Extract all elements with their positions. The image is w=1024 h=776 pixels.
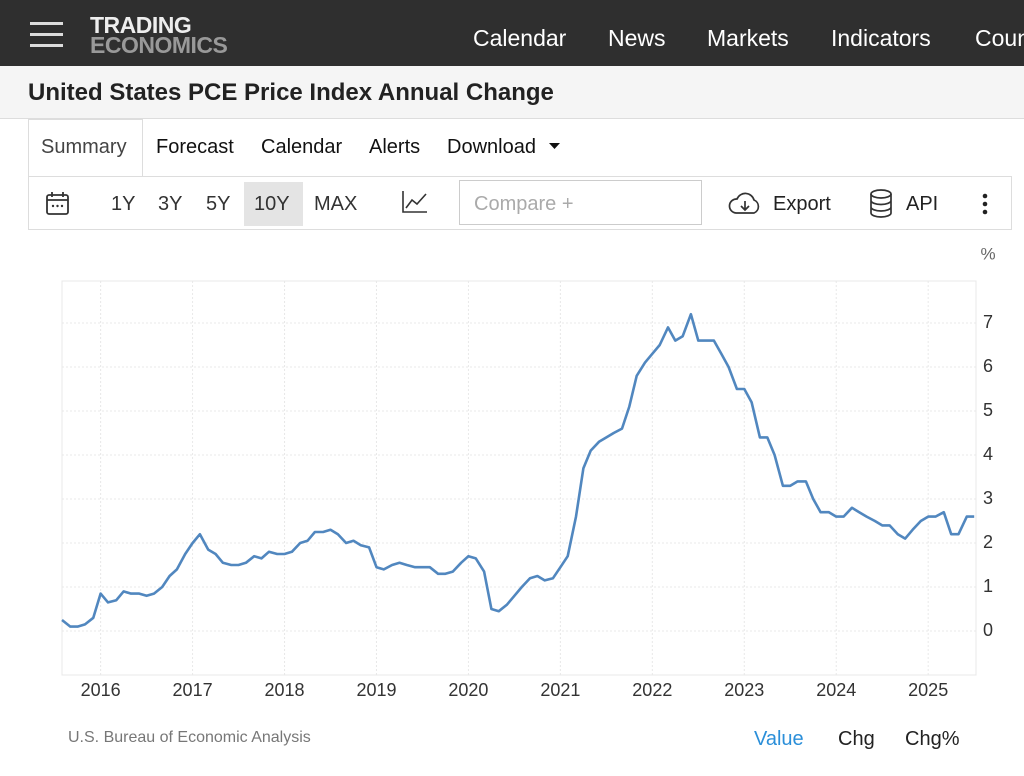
export-icon[interactable] <box>728 191 762 217</box>
range-button[interactable]: 1Y <box>111 193 136 215</box>
y-tick-label: 1 <box>983 576 993 596</box>
x-tick-label: 2017 <box>173 680 213 700</box>
range-button[interactable]: 3Y <box>158 193 183 215</box>
x-tick-label: 2019 <box>356 680 396 700</box>
tab[interactable]: Summary <box>41 136 127 158</box>
compare-placeholder: Compare + <box>474 193 574 215</box>
y-tick-label: 3 <box>983 488 993 508</box>
y-unit: % <box>980 244 995 263</box>
y-tick-label: 0 <box>983 620 993 640</box>
tab[interactable]: Alerts <box>369 136 421 158</box>
view-option[interactable]: Value <box>754 728 804 750</box>
api-button[interactable]: API <box>906 193 939 215</box>
x-tick-label: 2023 <box>724 680 764 700</box>
plot-frame <box>61 280 977 676</box>
title-bar: United States PCE Price Index Annual Cha… <box>0 66 1024 119</box>
toolbar <box>28 176 1012 230</box>
tab[interactable]: Calendar <box>261 136 343 158</box>
view-option[interactable]: Chg% <box>905 728 960 750</box>
x-tick-label: 2020 <box>448 680 488 700</box>
y-tick-label: 7 <box>983 312 993 332</box>
api-icon[interactable] <box>870 189 894 219</box>
y-tick-label: 4 <box>983 444 993 464</box>
logo-bottom[interactable]: ECONOMICS <box>90 32 228 58</box>
x-tick-label: 2025 <box>908 680 948 700</box>
nav-link[interactable]: Calendar <box>473 25 567 51</box>
range-highlight <box>244 182 303 226</box>
range-button[interactable]: MAX <box>314 193 358 215</box>
tab[interactable]: Download <box>447 136 536 158</box>
x-tick-label: 2022 <box>632 680 672 700</box>
menu-icon[interactable] <box>30 22 64 48</box>
nav-link[interactable]: Countries <box>975 25 1024 51</box>
nav-link[interactable]: News <box>608 25 666 51</box>
nav-link[interactable]: Markets <box>707 25 789 51</box>
y-tick-label: 6 <box>983 356 993 376</box>
y-tick-label: 2 <box>983 532 993 552</box>
page-title: United States PCE Price Index Annual Cha… <box>28 79 554 106</box>
more-icon[interactable] <box>981 193 989 217</box>
chart-type-icon[interactable] <box>402 190 428 214</box>
export-button[interactable]: Export <box>773 193 831 215</box>
active-tab-box <box>28 119 143 177</box>
source: U.S. Bureau of Economic Analysis <box>68 729 311 746</box>
x-tick-label: 2016 <box>81 680 121 700</box>
caret <box>549 143 560 149</box>
view-option[interactable]: Chg <box>838 728 875 750</box>
range-button[interactable]: 10Y <box>254 193 290 215</box>
header: TRADING ECONOMICS Calendar News Markets … <box>0 0 1024 66</box>
nav-link[interactable]: Indicators <box>831 25 931 51</box>
x-tick-label: 2021 <box>540 680 580 700</box>
x-tick-label: 2018 <box>264 680 304 700</box>
tab[interactable]: Forecast <box>156 136 234 158</box>
x-tick-label: 2024 <box>816 680 856 700</box>
y-tick-label: 5 <box>983 400 993 420</box>
data-line <box>61 312 975 628</box>
logo-top[interactable]: TRADING <box>90 12 192 38</box>
range-button[interactable]: 5Y <box>206 193 231 215</box>
compare-input[interactable] <box>459 180 702 225</box>
calendar-icon[interactable] <box>46 191 70 217</box>
